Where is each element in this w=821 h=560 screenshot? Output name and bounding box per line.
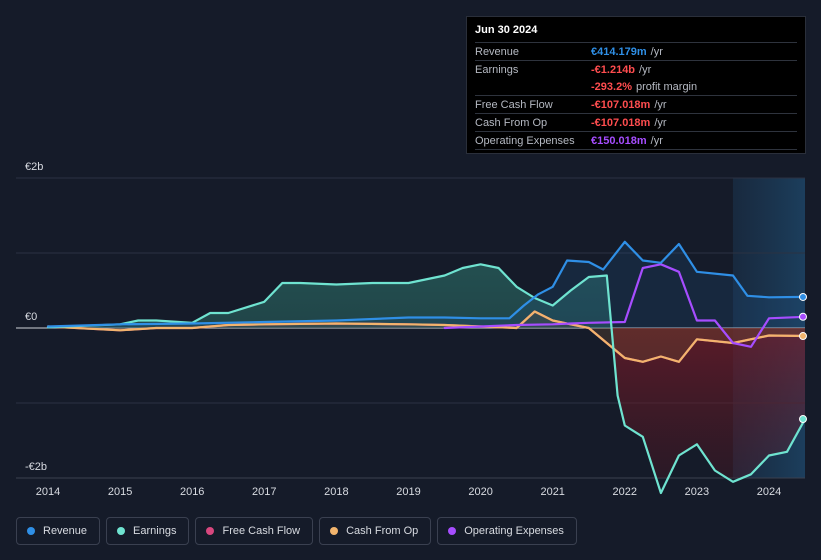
tooltip-row-earnings: Earnings -€1.214b /yr [475,61,797,78]
x-tick-label: 2022 [613,486,637,498]
tooltip-row-profit-margin: -293.2% profit margin [475,78,797,96]
tooltip-label: Free Cash Flow [475,98,553,111]
tooltip-unit: /yr [650,45,663,58]
x-tick-label: 2023 [685,486,709,498]
x-tick-label: 2020 [468,486,492,498]
x-tick-label: 2017 [252,486,276,498]
tooltip-unit: profit margin [635,80,698,93]
legend-label: Revenue [43,525,88,537]
tooltip: Jun 30 2024 Revenue €414.179m /yr Earnin… [466,16,806,154]
cash-from-op-end-point [799,332,807,341]
y-tick-label: -€2b [25,461,47,473]
legend-dot-icon [117,527,126,535]
legend-label: Free Cash Flow [222,525,301,537]
tooltip-value: €414.179m [591,45,647,58]
tooltip-row-free-cash-flow: Free Cash Flow -€107.018m /yr [475,96,797,114]
tooltip-unit: /yr [654,116,667,129]
legend-label: Operating Expenses [464,525,564,537]
revenue-area [48,241,805,328]
tooltip-value: €150.018m [591,134,647,147]
x-tick-label: 2016 [180,486,204,498]
legend-label: Cash From Op [346,525,419,537]
x-tick-label: 2019 [396,486,420,498]
legend-dot-icon [206,527,215,535]
earnings-end-point [799,415,807,424]
tooltip-value: -293.2% [591,80,632,93]
legend-dot-icon [330,527,339,535]
x-tick-label: 2015 [108,486,132,498]
tooltip-row-cash-from-op: Cash From Op -€107.018m /yr [475,114,797,132]
legend: Revenue Earnings Free Cash Flow Cash Fro… [16,517,577,545]
legend-item-earnings[interactable]: Earnings [106,517,190,545]
revenue-line [46,240,807,328]
earnings-line [46,263,807,495]
tooltip-unit: /yr [639,63,652,76]
tooltip-value: -€107.018m [591,116,651,129]
legend-label: Earnings [133,525,177,537]
legend-item-free-cash-flow[interactable]: Free Cash Flow [195,517,314,545]
tooltip-value: -€107.018m [591,98,651,111]
tooltip-label: Earnings [475,63,519,76]
x-tick-label: 2018 [324,486,348,498]
tooltip-unit: /yr [650,134,663,147]
x-tick-label: 2021 [540,486,564,498]
y-tick-label: €0 [25,311,37,323]
operating-expenses-end-point [799,312,807,321]
tooltip-value: -€1.214b [591,63,636,76]
x-tick-label: 2024 [757,486,781,498]
earnings-positive-area [48,264,805,328]
tooltip-unit: /yr [654,98,667,111]
legend-item-revenue[interactable]: Revenue [16,517,101,545]
tooltip-date: Jun 30 2024 [475,24,797,43]
tooltip-label: Operating Expenses [475,134,575,147]
operating-expenses-line [443,263,807,348]
legend-item-operating-expenses[interactable]: Operating Expenses [437,517,577,545]
legend-dot-icon [27,527,35,535]
revenue-end-point [799,292,807,301]
x-tick-label: 2014 [36,486,60,498]
legend-dot-icon [448,527,457,535]
tooltip-row-revenue: Revenue €414.179m /yr [475,43,797,61]
tooltip-row-operating-expenses: Operating Expenses €150.018m /yr [475,132,797,150]
tooltip-label: Revenue [475,45,520,58]
tooltip-label: Cash From Op [475,116,548,129]
cash-from-op-line [46,310,807,363]
y-tick-label: €2b [25,161,43,173]
legend-item-cash-from-op[interactable]: Cash From Op [319,517,432,545]
